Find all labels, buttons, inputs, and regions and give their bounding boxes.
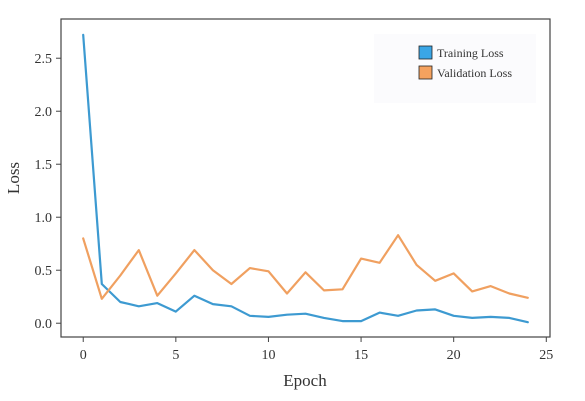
training-loss-legend-label: Training Loss [437,46,504,60]
y-tick-label: 0.0 [35,317,53,332]
y-tick-label: 1.5 [35,158,53,173]
training-loss-line [82,33,529,324]
legend-box [374,34,536,103]
validation-loss-line [82,234,529,300]
x-axis-label: Epoch [283,371,327,390]
x-tick-label: 0 [80,348,87,363]
x-tick-label: 15 [354,348,368,363]
y-axis-label: Loss [4,162,23,194]
x-axis: 0 5 10 15 20 25 [80,337,553,363]
series-lines [82,33,529,324]
x-tick-label: 5 [172,348,179,363]
y-axis: 0.0 0.5 1.0 1.5 2.0 2.5 [35,52,61,332]
legend: Training Loss Validation Loss [374,34,536,103]
validation-loss-legend-swatch [418,65,433,80]
y-tick-label: 1.0 [35,211,53,226]
y-tick-label: 0.5 [35,264,53,279]
x-tick-label: 10 [261,348,275,363]
validation-loss-legend-label: Validation Loss [437,66,512,80]
training-loss-legend-swatch [418,45,433,60]
x-tick-label: 25 [539,348,553,363]
x-tick-label: 20 [447,348,461,363]
y-tick-label: 2.5 [35,52,53,67]
y-tick-label: 2.0 [35,105,53,120]
